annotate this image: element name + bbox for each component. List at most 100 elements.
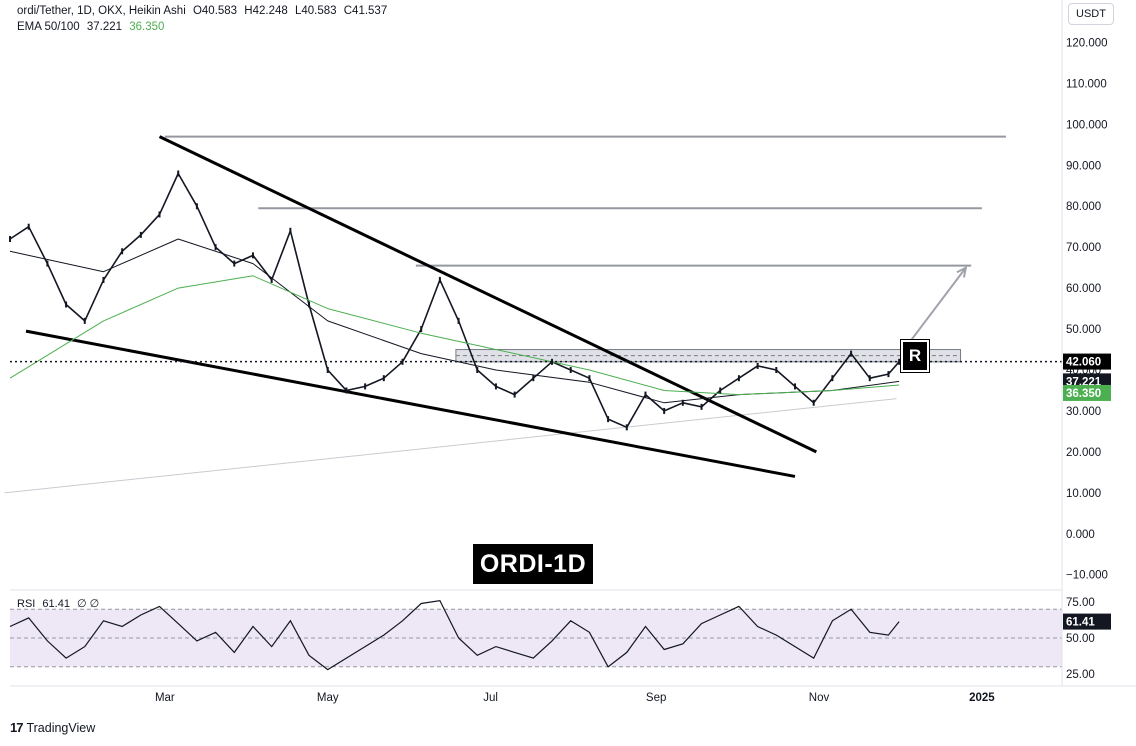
currency-button[interactable]: USDT [1068, 3, 1114, 25]
falling-wedge [25, 135, 818, 478]
price-point [83, 317, 86, 324]
rsi-legend[interactable]: RSI 61.41 ∅ ∅ [17, 597, 103, 610]
ohlc-open: O40.583 [192, 5, 238, 17]
rsi-axis[interactable]: 75.00 50.00 25.00 61.41 [1063, 597, 1111, 681]
price-point [195, 203, 198, 210]
projection-arrow-shaft [906, 267, 967, 347]
price-point [382, 375, 385, 382]
price-point [102, 276, 105, 283]
main-plot-area [10, 22, 1062, 587]
price-point [158, 211, 161, 218]
price-tick-label: 70.000 [1066, 242, 1101, 254]
price-point [663, 407, 666, 414]
price-point [345, 387, 348, 394]
time-tick-label: Nov [809, 692, 830, 704]
price-point [251, 252, 254, 259]
price-tick-label: −10.000 [1066, 570, 1108, 582]
price-point [308, 301, 311, 308]
price-point [139, 231, 142, 238]
price-point [121, 248, 124, 255]
horizontal-levels [164, 135, 1006, 267]
tradingview-brand[interactable]: 17 TradingView [10, 720, 95, 735]
ohlc-high: H42.248 [244, 5, 288, 17]
price-point [756, 362, 759, 369]
price-axis[interactable]: 120.000 110.000 100.000 90.000 80.000 70.000 6… [1066, 37, 1108, 581]
rsi-value-label-bg [1063, 613, 1111, 630]
time-tick-label: Jul [483, 692, 498, 704]
ema-legend[interactable]: EMA 50/100 37.221 36.350 [17, 21, 168, 33]
price-point [65, 301, 68, 308]
time-tick-label: 2025 [969, 692, 995, 704]
rsi-extra: ∅ ∅ [77, 598, 100, 610]
time-axis[interactable]: Mar May Jul Sep Nov 2025 [155, 692, 995, 704]
series-line-2 [9, 275, 900, 396]
price-tick-label: 110.000 [1066, 78, 1107, 90]
price-point [214, 244, 217, 251]
ohlc-close: C41.537 [343, 5, 388, 17]
price-point [719, 387, 722, 394]
symbol-legend[interactable]: ordi/Tether, 1D, OKX, Heikin Ashi O40.58… [17, 5, 391, 17]
wedge-lower-line [25, 329, 796, 478]
price-point [494, 383, 497, 390]
price-point [607, 416, 610, 423]
rsi-value-axis-label: 61.41 [1066, 617, 1095, 629]
price-point [887, 371, 890, 378]
projection-arrow-head [956, 265, 968, 278]
rsi-value: 61.41 [42, 598, 70, 610]
price-point [681, 399, 684, 406]
chart-badge: ORDI-1D [473, 544, 593, 584]
rsi-tick-label: 75.00 [1066, 597, 1095, 609]
price-point [625, 424, 628, 431]
tradingview-label: TradingView [26, 720, 96, 735]
price-point [9, 235, 11, 242]
price-point [737, 375, 740, 382]
tradingview-logo-icon: 17 [10, 720, 24, 735]
projection-arrow [906, 265, 968, 347]
price-point [569, 367, 572, 374]
price-tick-label: 100.000 [1066, 119, 1108, 131]
ema100-value: 36.350 [129, 21, 165, 33]
rsi-line [9, 599, 900, 671]
price-point [644, 391, 647, 398]
ema-label: EMA 50/100 [17, 21, 80, 33]
price-point [438, 276, 441, 283]
price-tick-label: 60.000 [1066, 283, 1101, 295]
price-point [588, 375, 591, 382]
price-point [177, 170, 180, 177]
wedge-upper-line [158, 135, 818, 454]
price-point [700, 403, 703, 410]
time-tick-label: May [317, 692, 339, 704]
price-point [513, 391, 516, 398]
price-point [868, 375, 871, 382]
r-logo-icon: R [903, 342, 927, 370]
price-point [364, 383, 367, 390]
time-tick-label: Mar [155, 692, 175, 704]
ema100-axis-label-bg [1063, 384, 1111, 401]
price-point [289, 227, 292, 234]
rsi-tick-label: 25.00 [1066, 669, 1095, 681]
support-trendline [4, 398, 897, 494]
price-point [457, 317, 460, 324]
price-point [27, 223, 30, 230]
time-tick-label: Sep [646, 692, 666, 704]
price-series [9, 170, 901, 431]
ema50-value: 37.221 [86, 21, 123, 33]
price-point [793, 383, 796, 390]
price-point [775, 367, 778, 374]
price-tick-label: 50.000 [1066, 324, 1101, 336]
price-tick-label: 80.000 [1066, 201, 1101, 213]
price-tick-label: 0.000 [1066, 529, 1095, 541]
price-tick-label: 90.000 [1066, 160, 1101, 172]
price-tick-label: 120.000 [1066, 37, 1108, 49]
price-point [326, 367, 329, 374]
price-point [812, 399, 815, 406]
price-point [551, 358, 554, 365]
symbol-title: ordi/Tether, 1D, OKX, Heikin Ashi [17, 5, 186, 17]
ohlc-low: L40.583 [294, 5, 337, 17]
price-point [401, 358, 404, 365]
price-tick-label: 30.000 [1066, 406, 1101, 418]
resistance-zone [455, 349, 962, 363]
current-price-label: 42.060 [1066, 357, 1101, 369]
